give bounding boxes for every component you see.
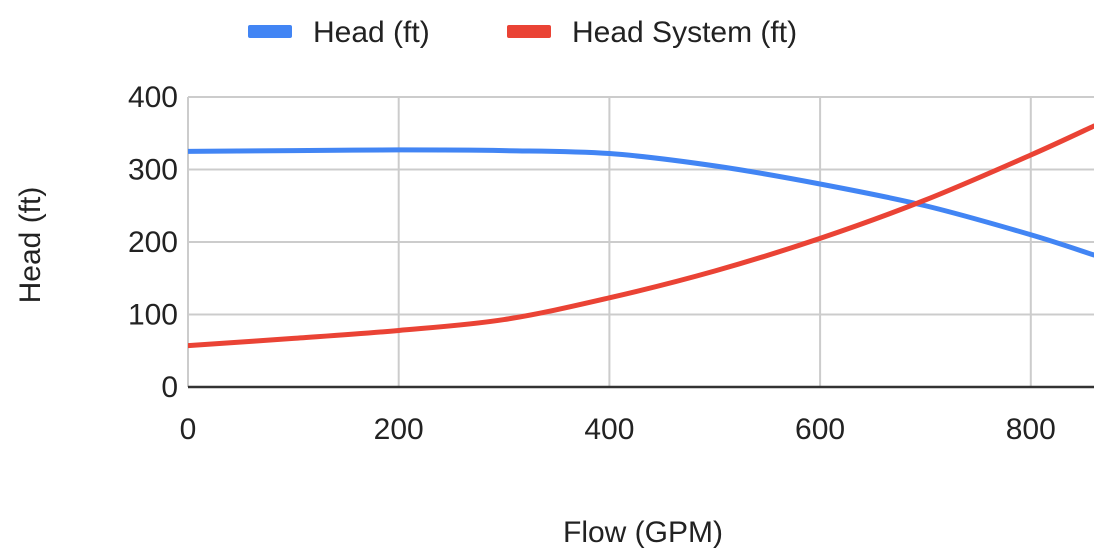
series-line-head-ft [188, 147, 1094, 258]
legend-swatch-head-system-ft [507, 25, 551, 38]
legend-label-head-system-ft: Head System (ft) [572, 16, 797, 49]
legend-swatch-head-ft [248, 25, 292, 38]
legend-label-head-ft: Head (ft) [313, 16, 430, 49]
series-line-head-system-ft [188, 123, 1094, 349]
y-axis-title: Head (ft) [14, 187, 47, 304]
legend: Head (ft) Head System (ft) [248, 16, 797, 49]
y-tick-label: 200 [128, 226, 178, 259]
grid [187, 96, 1094, 387]
y-tick-label: 100 [128, 299, 178, 332]
x-tick-label: 0 [180, 413, 197, 446]
series-layer [188, 123, 1094, 349]
x-tick-label: 200 [374, 413, 424, 446]
y-tick-label: 300 [128, 154, 178, 187]
x-tick-label: 400 [584, 413, 634, 446]
x-tick-label: 800 [1006, 413, 1056, 446]
y-tick-label: 400 [128, 81, 178, 114]
x-axis-title: Flow (GPM) [563, 516, 723, 549]
y-tick-label: 0 [161, 371, 178, 404]
x-tick-label: 600 [795, 413, 845, 446]
axes: 0 100 200 300 400 0 200 400 600 800 [128, 81, 1094, 446]
